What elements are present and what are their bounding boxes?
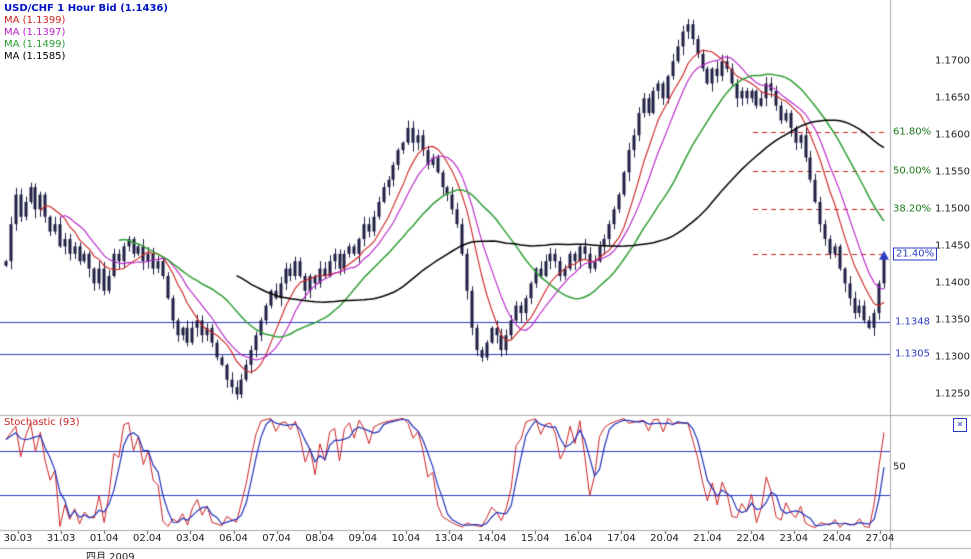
y-axis-tick-label: 1.1600	[935, 129, 970, 141]
x-axis-date-label: 17.04	[607, 533, 636, 544]
x-axis-date-label: 22.04	[736, 533, 766, 544]
support-price-label: 1.1348	[895, 316, 930, 328]
fibonacci-level-label: 38.20%	[893, 203, 932, 215]
y-axis-tick-label: 1.1250	[935, 388, 970, 400]
x-axis-date-label: 27.04	[865, 533, 895, 544]
x-axis-date-label: 23.04	[779, 533, 809, 544]
close-icon: ✕	[956, 420, 964, 429]
x-axis-date-label: 24.04	[822, 533, 852, 544]
y-axis-tick-label: 1.1400	[935, 277, 970, 289]
x-axis-date-label: 15.04	[520, 533, 550, 544]
x-axis-date-label: 14.04	[477, 533, 507, 544]
ma-legend-item: MA (1.1499)	[4, 39, 66, 50]
x-axis-date-label: 07.04	[262, 533, 291, 544]
x-axis-date-label: 13.04	[434, 533, 464, 544]
y-axis-tick-label: 1.1650	[935, 92, 970, 104]
chart-legend: USD/CHF 1 Hour Bid (1.1436) MA (1.1399) M…	[4, 2, 168, 63]
x-axis-date-label: 06.04	[219, 533, 248, 544]
y-axis-tick-label: 1.1550	[935, 166, 970, 178]
ma-legend: MA (1.1399) MA (1.1397) MA (1.1499) MA (1.1…	[4, 15, 168, 63]
ma-legend-item: MA (1.1399)	[4, 15, 66, 26]
chart-title: USD/CHF 1 Hour Bid (1.1436)	[4, 3, 168, 14]
x-axis-date-label: 30.03	[3, 533, 33, 544]
y-axis-tick-label: 1.1350	[935, 314, 970, 326]
y-axis-tick-label: 1.1450	[935, 240, 970, 252]
stochastic-label: Stochastic (93)	[4, 417, 80, 428]
x-axis-date-label: 09.04	[348, 533, 378, 544]
x-axis-date-label: 31.03	[46, 533, 76, 544]
support-price-label: 1.1305	[895, 348, 930, 360]
fibonacci-level-label: 50.00%	[893, 165, 932, 177]
x-axis-date-label: 08.04	[305, 533, 335, 544]
y-axis-tick-label: 1.1300	[935, 351, 970, 363]
y-axis-tick-label: 1.1700	[935, 55, 970, 67]
x-axis-date-label: 02.04	[132, 533, 162, 544]
x-axis-date-label: 01.04	[89, 533, 119, 544]
x-axis-date-label: 03.04	[176, 533, 205, 544]
x-axis-date-label: 21.04	[693, 533, 722, 544]
stochastic-close-button[interactable]: ✕	[953, 418, 967, 432]
y-axis-tick-label: 1.1500	[935, 203, 970, 215]
fibonacci-level-label: 61.80%	[893, 126, 932, 138]
stochastic-mid-level-label: 50	[893, 461, 906, 473]
x-axis-date-label: 16.04	[563, 533, 593, 544]
ma-legend-item: MA (1.1585)	[4, 51, 66, 62]
month-label: 四月 2009	[86, 552, 135, 559]
fibonacci-level-label: 21.40%	[893, 247, 938, 261]
x-axis-date-label: 20.04	[650, 533, 679, 544]
ma-legend-item: MA (1.1397)	[4, 27, 66, 38]
x-axis-date-label: 10.04	[391, 533, 421, 544]
